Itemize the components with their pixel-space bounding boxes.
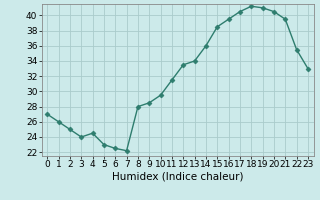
X-axis label: Humidex (Indice chaleur): Humidex (Indice chaleur) xyxy=(112,172,243,182)
